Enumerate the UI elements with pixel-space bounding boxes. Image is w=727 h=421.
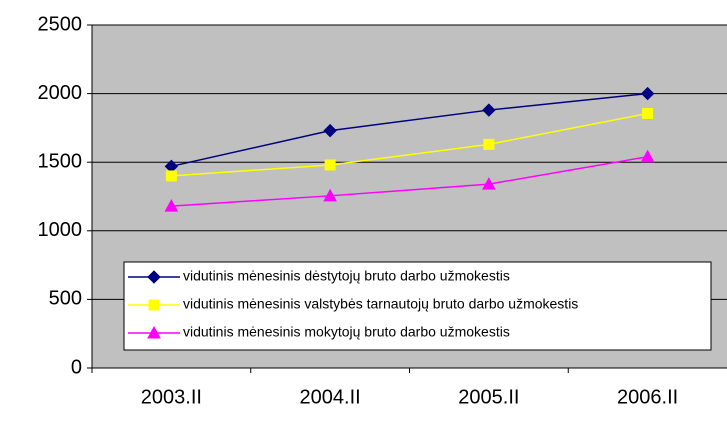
- y-tick-label: 2000: [38, 82, 83, 104]
- marker: [640, 86, 655, 101]
- legend: [123, 261, 712, 351]
- y-tick-label: 1500: [38, 150, 83, 172]
- marker: [147, 325, 161, 339]
- series-line: [171, 155, 648, 207]
- marker: [323, 123, 337, 138]
- legend-label: vidutinis mėnesinis mokytojų bruto darbo…: [183, 324, 510, 340]
- marker: [324, 159, 336, 171]
- marker: [148, 299, 160, 311]
- series-line: [171, 92, 648, 168]
- marker: [483, 138, 495, 150]
- x-tick-label: 2003.II: [141, 386, 202, 408]
- y-tick-label: 0: [71, 356, 82, 378]
- marker: [642, 107, 654, 119]
- legend-label: vidutinis mėnesinis dėstytojų bruto darb…: [183, 268, 510, 284]
- x-tick-label: 2006.II: [617, 386, 678, 408]
- series-line: [171, 112, 648, 177]
- marker: [165, 170, 177, 182]
- y-tick-label: 500: [49, 288, 82, 310]
- y-tick-label: 1000: [38, 219, 83, 241]
- legend-label: vidutinis mėnesinis valstybės tarnautojų…: [183, 296, 578, 312]
- x-tick-label: 2004.II: [300, 386, 361, 408]
- marker: [164, 199, 179, 212]
- marker: [640, 149, 655, 163]
- marker: [482, 103, 496, 117]
- marker: [323, 188, 337, 202]
- marker: [482, 177, 496, 190]
- y-tick-label: 2500: [38, 13, 83, 35]
- x-tick-label: 2005.II: [458, 386, 519, 408]
- marker: [147, 270, 161, 284]
